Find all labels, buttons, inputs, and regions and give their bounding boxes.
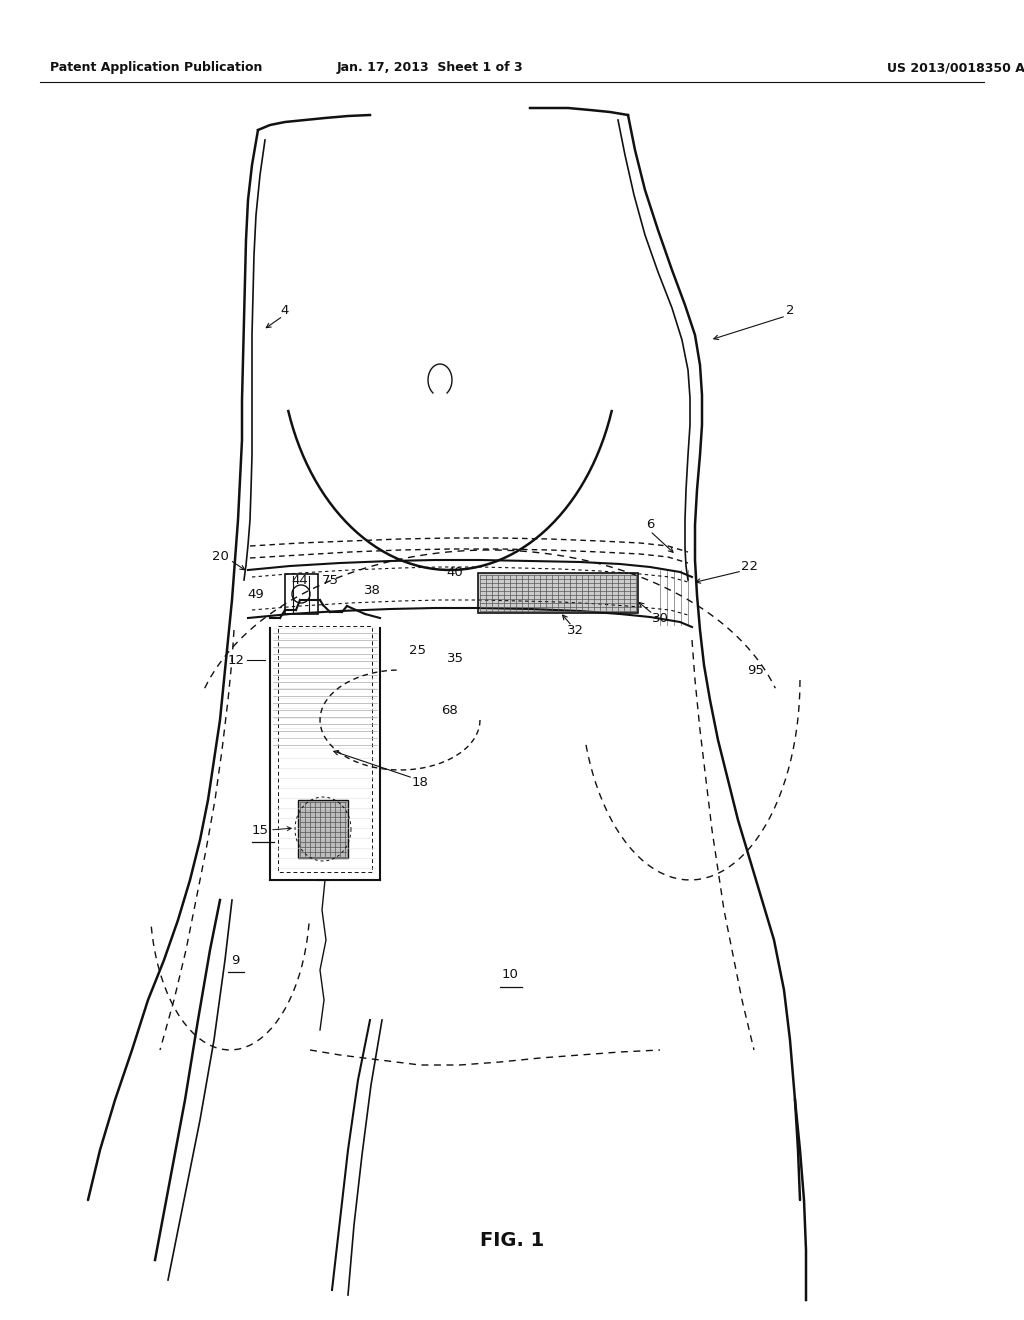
- Text: 10: 10: [502, 969, 518, 982]
- Text: 22: 22: [741, 561, 759, 573]
- Text: 12: 12: [227, 653, 245, 667]
- Text: 49: 49: [248, 587, 264, 601]
- Text: 95: 95: [748, 664, 765, 676]
- Bar: [298, 800, 348, 858]
- Bar: [285, 574, 318, 614]
- Text: 15: 15: [252, 824, 268, 837]
- Bar: [478, 573, 638, 612]
- Text: 75: 75: [322, 573, 339, 586]
- Text: US 2013/0018350 A1: US 2013/0018350 A1: [887, 62, 1024, 74]
- Text: 9: 9: [230, 953, 240, 966]
- Text: 18: 18: [412, 776, 428, 788]
- Text: 30: 30: [651, 611, 669, 624]
- Text: Patent Application Publication: Patent Application Publication: [50, 62, 262, 74]
- Text: 68: 68: [441, 704, 459, 717]
- Text: FIG. 1: FIG. 1: [480, 1230, 544, 1250]
- Text: 38: 38: [364, 585, 381, 598]
- Text: 2: 2: [785, 304, 795, 317]
- Text: 35: 35: [446, 652, 464, 664]
- Text: Jan. 17, 2013  Sheet 1 of 3: Jan. 17, 2013 Sheet 1 of 3: [337, 62, 523, 74]
- Text: 32: 32: [566, 623, 584, 636]
- Text: 20: 20: [212, 549, 228, 562]
- Text: 40: 40: [446, 565, 464, 578]
- Text: 25: 25: [410, 644, 427, 656]
- Text: 4: 4: [281, 304, 289, 317]
- Text: 44: 44: [292, 573, 308, 586]
- Text: 6: 6: [646, 519, 654, 532]
